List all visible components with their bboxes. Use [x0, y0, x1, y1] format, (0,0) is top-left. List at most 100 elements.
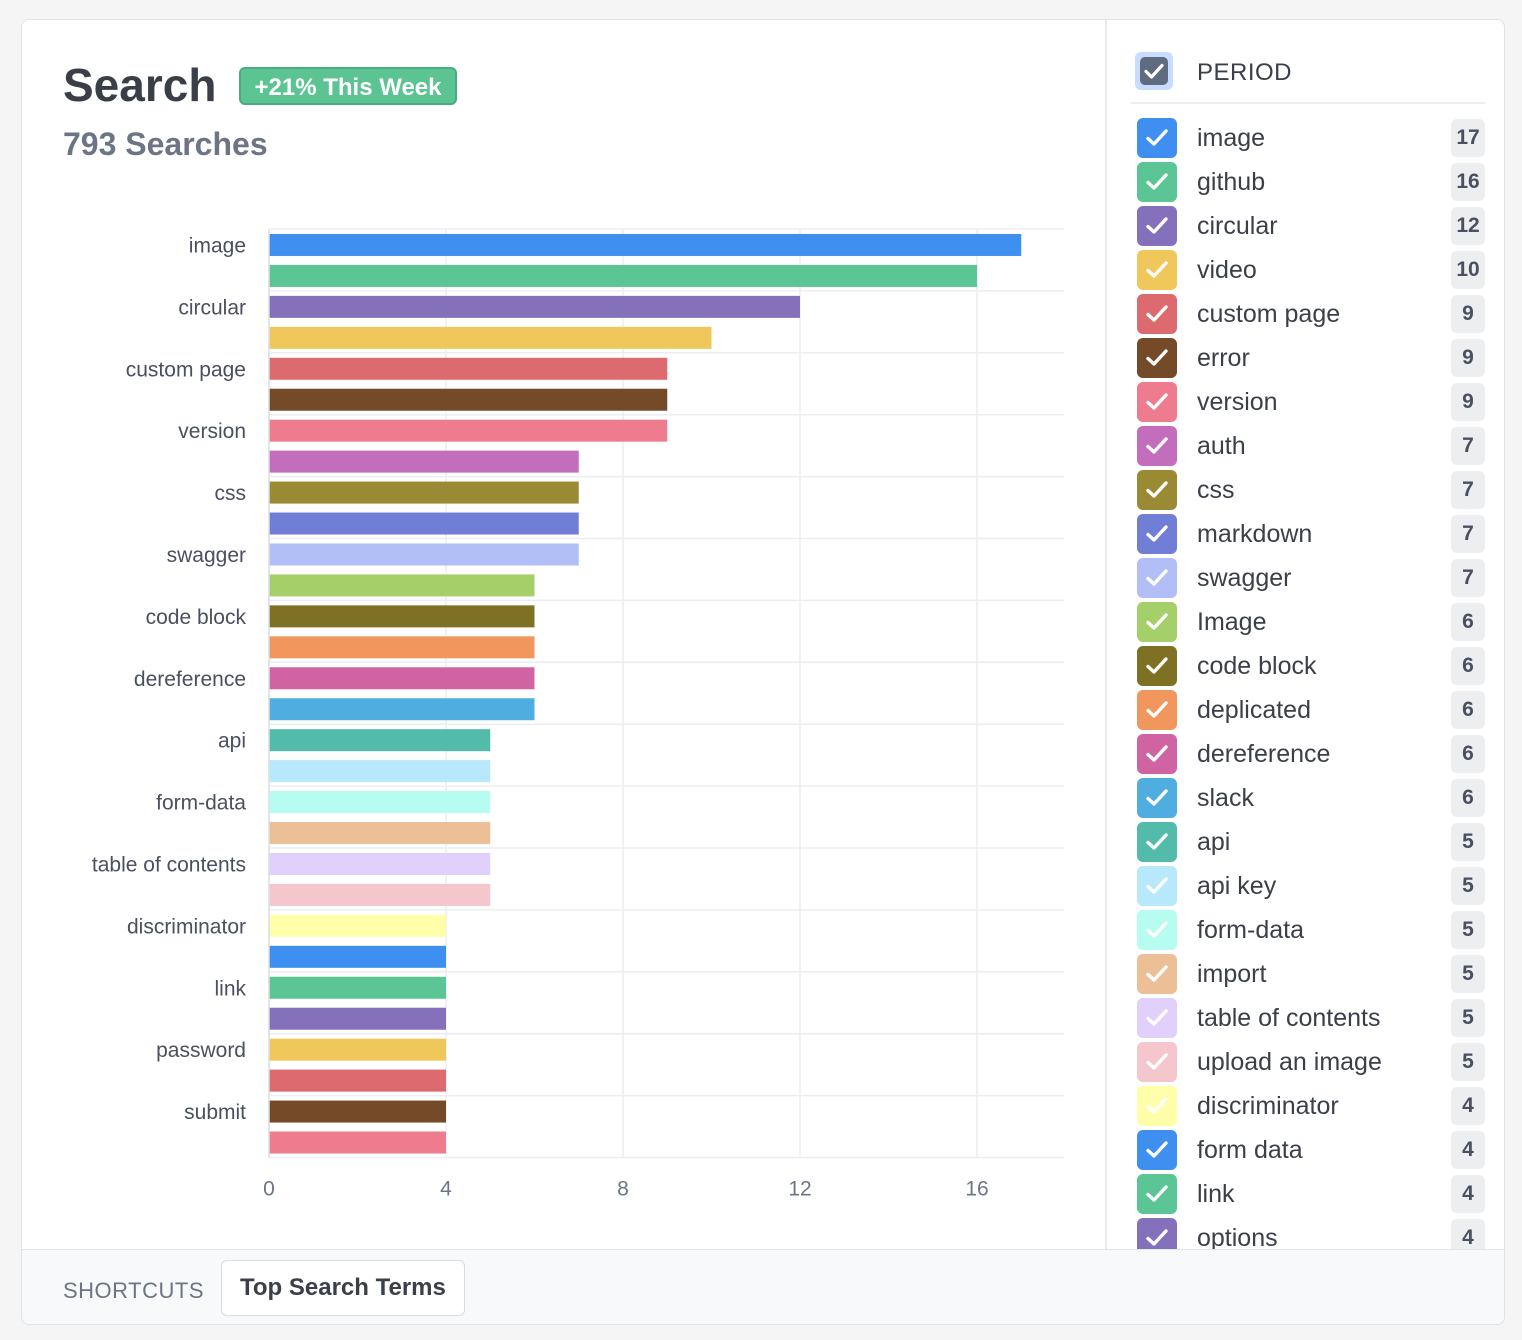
- legend-label: dereference: [1197, 740, 1331, 768]
- legend-checkbox[interactable]: [1137, 1086, 1177, 1126]
- legend-count: 4: [1451, 1175, 1485, 1213]
- bar: [269, 1131, 446, 1154]
- legend-item[interactable]: table of contents 5: [1137, 996, 1487, 1040]
- legend-item[interactable]: discriminator 4: [1137, 1084, 1487, 1128]
- trend-badge: +21% This Week: [239, 67, 457, 105]
- legend-item[interactable]: custom page 9: [1137, 292, 1487, 336]
- legend-item[interactable]: auth 7: [1137, 424, 1487, 468]
- top-search-terms-button[interactable]: Top Search Terms: [221, 1260, 465, 1316]
- check-icon: [1146, 525, 1168, 542]
- legend-item[interactable]: circular 12: [1137, 204, 1487, 248]
- legend-count: 4: [1451, 1219, 1485, 1249]
- legend-count: 7: [1451, 427, 1485, 465]
- legend-item[interactable]: dereference 6: [1137, 732, 1487, 776]
- legend-label: link: [1197, 1180, 1235, 1208]
- legend-checkbox[interactable]: [1137, 382, 1177, 422]
- check-icon: [1146, 921, 1168, 938]
- legend-count: 9: [1451, 339, 1485, 377]
- legend-checkbox[interactable]: [1137, 778, 1177, 818]
- chart-panel: Search +21% This Week 793 Searches 0 4 8 12…: [22, 20, 1105, 1249]
- legend-count: 6: [1451, 779, 1485, 817]
- legend-item[interactable]: api key 5: [1137, 864, 1487, 908]
- legend-checkbox[interactable]: [1137, 470, 1177, 510]
- legend-item[interactable]: slack 6: [1137, 776, 1487, 820]
- check-icon: [1146, 481, 1168, 498]
- legend-checkbox[interactable]: [1137, 822, 1177, 862]
- bar: [269, 419, 668, 442]
- legend-checkbox[interactable]: [1137, 910, 1177, 950]
- legend-checkbox[interactable]: [1137, 602, 1177, 642]
- legend-item[interactable]: css 7: [1137, 468, 1487, 512]
- period-checkbox[interactable]: [1135, 52, 1173, 90]
- legend-checkbox[interactable]: [1137, 250, 1177, 290]
- bar: [269, 914, 446, 937]
- legend-count: 5: [1451, 1043, 1485, 1081]
- legend-item[interactable]: swagger 7: [1137, 556, 1487, 600]
- legend-item[interactable]: Image 6: [1137, 600, 1487, 644]
- legend-count: 5: [1451, 999, 1485, 1037]
- legend-checkbox[interactable]: [1137, 646, 1177, 686]
- legend-item[interactable]: error 9: [1137, 336, 1487, 380]
- legend-item[interactable]: github 16: [1137, 160, 1487, 204]
- legend-item[interactable]: link 4: [1137, 1172, 1487, 1216]
- legend-count: 12: [1451, 207, 1485, 245]
- page-title: Search: [63, 59, 217, 111]
- check-icon: [1146, 349, 1168, 366]
- legend-checkbox[interactable]: [1137, 294, 1177, 334]
- check-icon: [1146, 701, 1168, 718]
- bar: [269, 822, 491, 845]
- legend-checkbox[interactable]: [1137, 866, 1177, 906]
- x-tick-label: 8: [617, 1178, 629, 1201]
- legend-checkbox[interactable]: [1137, 954, 1177, 994]
- bar: [269, 1007, 446, 1030]
- legend-item[interactable]: options 4: [1137, 1216, 1487, 1249]
- bar: [269, 450, 579, 473]
- legend-checkbox[interactable]: [1137, 162, 1177, 202]
- legend-checkbox[interactable]: [1137, 1130, 1177, 1170]
- legend-checkbox[interactable]: [1137, 338, 1177, 378]
- legend-checkbox[interactable]: [1137, 1042, 1177, 1082]
- period-toggle[interactable]: PERIOD: [1131, 44, 1485, 104]
- legend-checkbox[interactable]: [1137, 734, 1177, 774]
- legend-checkbox[interactable]: [1137, 998, 1177, 1038]
- legend-label: Image: [1197, 608, 1267, 636]
- legend-item[interactable]: form-data 5: [1137, 908, 1487, 952]
- legend-label: css: [1197, 476, 1235, 504]
- check-icon: [1146, 965, 1168, 982]
- legend-item[interactable]: image 17: [1137, 116, 1487, 160]
- legend-checkbox[interactable]: [1137, 690, 1177, 730]
- legend-item[interactable]: code block 6: [1137, 644, 1487, 688]
- check-icon: [1146, 437, 1168, 454]
- legend-item[interactable]: markdown 7: [1137, 512, 1487, 556]
- legend-label: deplicated: [1197, 696, 1311, 724]
- bar: [269, 512, 579, 535]
- legend-checkbox[interactable]: [1137, 558, 1177, 598]
- legend-item[interactable]: deplicated 6: [1137, 688, 1487, 732]
- legend-label: form-data: [1197, 916, 1304, 944]
- legend-checkbox[interactable]: [1137, 206, 1177, 246]
- legend-checkbox[interactable]: [1137, 514, 1177, 554]
- legend-label: video: [1197, 256, 1257, 284]
- legend-label: github: [1197, 168, 1266, 196]
- legend-label: code block: [1197, 652, 1317, 680]
- legend-item[interactable]: upload an image 5: [1137, 1040, 1487, 1084]
- legend-item[interactable]: api 5: [1137, 820, 1487, 864]
- legend-checkbox[interactable]: [1137, 426, 1177, 466]
- bar: [269, 1038, 446, 1061]
- legend-checkbox[interactable]: [1137, 1218, 1177, 1249]
- legend-label: table of contents: [1197, 1004, 1381, 1032]
- legend-label: options: [1197, 1224, 1278, 1249]
- legend-label: image: [1197, 124, 1266, 152]
- legend-item[interactable]: form data 4: [1137, 1128, 1487, 1172]
- legend-item[interactable]: import 5: [1137, 952, 1487, 996]
- legend-item[interactable]: version 9: [1137, 380, 1487, 424]
- bar: [269, 698, 535, 721]
- legend-checkbox[interactable]: [1137, 1174, 1177, 1214]
- bar: [269, 976, 446, 999]
- x-tick-label: 4: [440, 1178, 452, 1201]
- legend-checkbox[interactable]: [1137, 118, 1177, 158]
- check-icon: [1146, 129, 1168, 146]
- check-icon: [1146, 217, 1168, 234]
- legend-item[interactable]: video 10: [1137, 248, 1487, 292]
- legend-count: 4: [1451, 1131, 1485, 1169]
